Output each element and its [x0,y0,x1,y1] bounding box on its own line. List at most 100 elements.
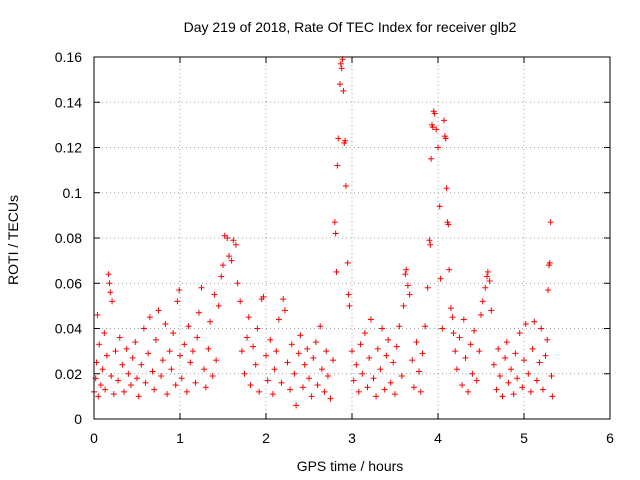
data-point [488,307,495,314]
data-point [178,375,185,382]
data-point [402,271,409,278]
data-point [359,370,366,377]
data-point [381,386,388,393]
data-point [330,357,337,364]
data-point [123,345,130,352]
data-point [241,370,248,377]
data-point [453,366,460,373]
data-point [383,352,390,359]
data-point [295,350,302,357]
data-point [548,373,555,380]
data-point [234,280,241,287]
data-point [333,268,340,275]
data-point [486,277,493,284]
data-point [195,309,202,316]
data-point [245,314,252,321]
data-point [544,336,551,343]
data-point [267,336,274,343]
y-tick-label: 0.08 [55,230,82,246]
data-point [192,379,199,386]
data-point [496,373,503,380]
data-point [404,282,411,289]
data-point [220,262,226,269]
data-point [218,273,225,280]
data-point [183,388,190,395]
data-point [367,316,374,323]
data-point [109,298,116,305]
data-point [291,370,298,377]
data-point [479,298,486,305]
data-point [115,377,122,384]
data-point [187,359,194,366]
data-point [521,357,527,364]
data-point [334,162,341,169]
data-point [436,203,443,210]
data-point [499,393,506,400]
data-point [469,370,476,377]
data-point [346,302,353,309]
y-tick-label: 0.14 [55,94,82,110]
data-point [181,341,188,348]
data-point [536,359,543,366]
data-point [416,368,423,375]
data-point [426,237,433,244]
data-point [482,284,489,291]
x-tick-labels: 0 1 2 3 4 5 6 [90,430,614,446]
data-point [522,320,529,327]
x-tick-label: 3 [348,430,356,446]
data-point [151,386,158,393]
data-point [422,323,429,330]
chart-title: Day 219 of 2018, Rate Of TEC Index for r… [184,19,517,35]
grid-lines [94,57,610,419]
data-point [549,393,556,400]
x-tick-label: 6 [606,430,614,446]
data-point [105,271,112,278]
data-point [465,388,472,395]
data-point [340,87,347,94]
data-point [306,375,312,382]
data-point [379,325,386,332]
data-point [424,284,431,291]
data-point [158,373,165,380]
y-tick-label: 0.02 [55,366,82,382]
data-point [168,366,175,373]
data-point [228,257,235,264]
data-point [93,359,100,366]
data-point [502,354,509,361]
data-point [142,379,149,386]
data-point [503,339,510,346]
data-point [345,291,352,298]
data-point [538,325,545,332]
data-point [478,311,484,318]
data-point [445,221,452,228]
data-point [443,185,450,192]
data-point [514,375,521,382]
data-point [213,357,220,364]
data-point [215,302,222,309]
data-point [99,366,106,373]
data-point [327,395,334,402]
data-point [96,341,103,348]
data-point [106,280,113,287]
data-point [427,241,434,248]
data-point [135,393,142,400]
data-point [442,135,449,142]
data-point [516,330,523,337]
data-point [484,273,491,280]
data-point [230,237,237,244]
data-point [450,330,457,337]
data-point [127,382,134,389]
data-point [252,361,259,368]
data-point [226,253,233,260]
data-points [91,56,556,409]
data-point [324,373,331,380]
data-point [531,318,538,325]
data-point [392,391,398,398]
data-point [413,339,420,346]
x-tick-label: 5 [520,430,528,446]
data-point [299,384,306,391]
data-point [447,305,454,312]
data-point [260,293,267,300]
y-tick-label: 0.04 [55,321,82,337]
